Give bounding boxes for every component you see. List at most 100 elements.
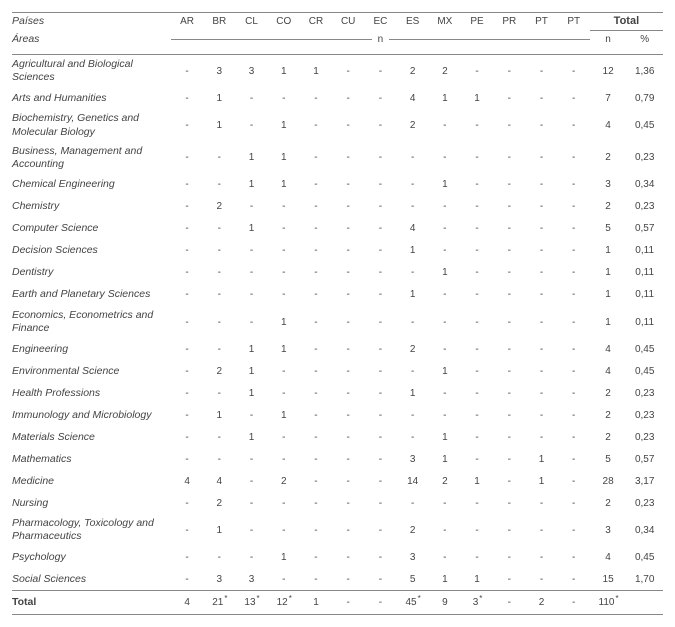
value-cell: - — [171, 492, 203, 514]
value-cell: - — [558, 109, 590, 141]
value-cell: 1 — [429, 262, 461, 284]
value-cell: - — [525, 87, 557, 109]
value-cell: - — [332, 218, 364, 240]
value-cell: - — [493, 196, 525, 218]
value-cell: - — [364, 306, 396, 338]
total-pct-cell: 0,23 — [626, 142, 663, 174]
value-cell: - — [558, 55, 590, 88]
value-cell: - — [268, 492, 300, 514]
value-cell: - — [171, 448, 203, 470]
value-cell: - — [493, 546, 525, 568]
total-n-cell: 3 — [590, 174, 627, 196]
value-cell: - — [268, 284, 300, 306]
value-cell: - — [493, 109, 525, 141]
total-n-cell: 1 — [590, 240, 627, 262]
totals-cell: 4 — [171, 590, 203, 614]
value-cell: - — [171, 284, 203, 306]
value-cell: - — [300, 338, 332, 360]
total-n-cell: 4 — [590, 338, 627, 360]
value-cell: - — [332, 568, 364, 590]
value-cell: 1 — [429, 87, 461, 109]
value-cell: - — [235, 262, 267, 284]
value-cell: - — [493, 360, 525, 382]
value-cell: - — [493, 382, 525, 404]
value-cell: - — [493, 262, 525, 284]
table-row: Dentistry--------1----10,11 — [12, 262, 663, 284]
value-cell: - — [525, 284, 557, 306]
totals-pct-cell — [626, 590, 663, 614]
total-n-cell: 3 — [590, 514, 627, 546]
total-pct-cell: 0,57 — [626, 218, 663, 240]
value-cell: 2 — [203, 196, 235, 218]
value-cell: - — [558, 568, 590, 590]
value-cell: - — [203, 338, 235, 360]
value-cell: - — [364, 109, 396, 141]
value-cell: - — [525, 568, 557, 590]
value-cell: - — [461, 55, 493, 88]
value-cell: - — [332, 338, 364, 360]
value-cell: - — [171, 174, 203, 196]
value-cell: - — [171, 240, 203, 262]
value-cell: 1 — [525, 448, 557, 470]
value-cell: 2 — [203, 360, 235, 382]
col-PR: PR — [493, 13, 525, 31]
value-cell: - — [493, 87, 525, 109]
value-cell: - — [429, 142, 461, 174]
value-cell: - — [493, 426, 525, 448]
area-cell: Materials Science — [12, 426, 171, 448]
value-cell: - — [203, 218, 235, 240]
value-cell: 2 — [429, 55, 461, 88]
value-cell: 1 — [268, 142, 300, 174]
value-cell: - — [558, 284, 590, 306]
value-cell: - — [493, 306, 525, 338]
value-cell: 1 — [461, 87, 493, 109]
value-cell: 1 — [203, 109, 235, 141]
value-cell: - — [235, 404, 267, 426]
area-cell: Computer Science — [12, 218, 171, 240]
value-cell: 1 — [397, 240, 429, 262]
value-cell: - — [332, 196, 364, 218]
value-cell: 1 — [235, 174, 267, 196]
value-cell: - — [300, 109, 332, 141]
value-cell: - — [171, 404, 203, 426]
area-cell: Social Sciences — [12, 568, 171, 590]
value-cell: - — [461, 546, 493, 568]
value-cell: - — [300, 196, 332, 218]
value-cell: - — [364, 546, 396, 568]
value-cell: - — [364, 404, 396, 426]
value-cell: - — [558, 218, 590, 240]
value-cell: - — [268, 262, 300, 284]
total-pct-cell: 0,23 — [626, 404, 663, 426]
total-header: Total — [590, 13, 663, 31]
value-cell: - — [461, 404, 493, 426]
value-cell: - — [525, 360, 557, 382]
value-cell: - — [235, 284, 267, 306]
value-cell: 1 — [268, 404, 300, 426]
totals-row: Total42113121--4593-2-110 — [12, 590, 663, 614]
value-cell: - — [525, 196, 557, 218]
total-pct-cell: 0,23 — [626, 382, 663, 404]
value-cell: - — [171, 568, 203, 590]
value-cell: - — [171, 514, 203, 546]
value-cell: - — [558, 426, 590, 448]
value-cell: - — [364, 55, 396, 88]
value-cell: - — [461, 109, 493, 141]
totals-cell: 9 — [429, 590, 461, 614]
value-cell: - — [171, 109, 203, 141]
value-cell: - — [364, 338, 396, 360]
value-cell: - — [364, 470, 396, 492]
value-cell: - — [429, 338, 461, 360]
table-row: Pharmacology, Toxicology and Pharmaceuti… — [12, 514, 663, 546]
value-cell: - — [235, 470, 267, 492]
value-cell: 3 — [203, 55, 235, 88]
value-cell: - — [364, 196, 396, 218]
total-pct-cell: 1,36 — [626, 55, 663, 88]
value-cell: - — [268, 240, 300, 262]
value-cell: - — [397, 492, 429, 514]
value-cell: - — [332, 306, 364, 338]
value-cell: - — [525, 174, 557, 196]
value-cell: - — [525, 262, 557, 284]
col-EC: EC — [364, 13, 396, 31]
totals-cell: - — [493, 590, 525, 614]
value-cell: - — [203, 174, 235, 196]
